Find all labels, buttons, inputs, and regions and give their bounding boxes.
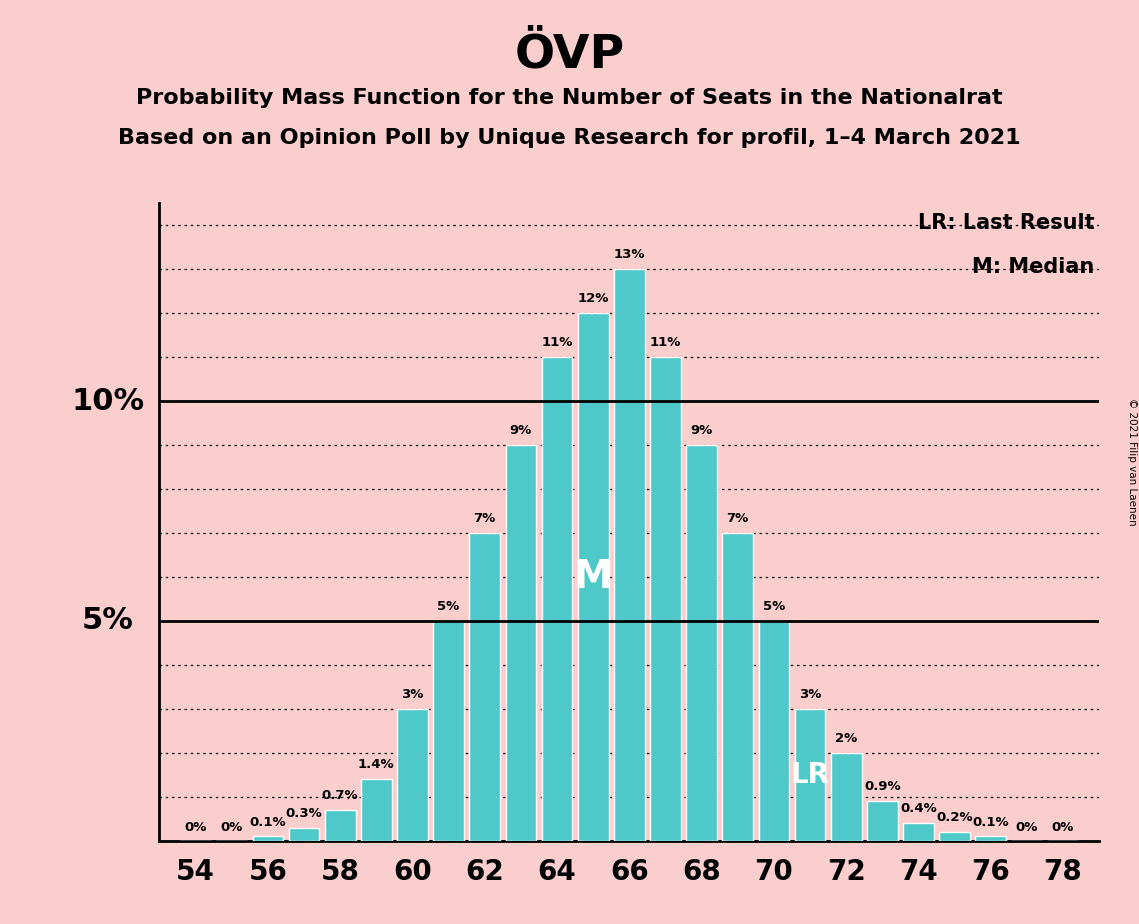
Text: 13%: 13% [614,249,645,261]
Text: 1.4%: 1.4% [358,759,394,772]
Text: ÖVP: ÖVP [515,32,624,78]
Text: 0%: 0% [1051,821,1074,834]
Bar [288,828,319,841]
Text: 5%: 5% [437,600,460,614]
Text: 9%: 9% [510,424,532,437]
Bar [506,445,536,841]
Text: 0.4%: 0.4% [900,802,936,815]
Text: 0.3%: 0.3% [286,807,322,820]
Bar [433,621,464,841]
Text: M: M [574,558,613,596]
Bar [975,836,1006,841]
Bar [325,810,355,841]
Bar [903,823,934,841]
Bar [722,533,753,841]
Bar [686,445,716,841]
Text: 0.1%: 0.1% [973,816,1009,829]
Text: 3%: 3% [401,688,424,701]
Text: Probability Mass Function for the Number of Seats in the Nationalrat: Probability Mass Function for the Number… [137,88,1002,108]
Bar [759,621,789,841]
Bar [867,801,898,841]
Bar [361,779,392,841]
Text: LR: LR [790,760,829,789]
Text: 0%: 0% [221,821,243,834]
Text: © 2021 Filip van Laenen: © 2021 Filip van Laenen [1126,398,1137,526]
Text: 0.1%: 0.1% [249,816,286,829]
Text: 5%: 5% [82,606,133,636]
Bar [469,533,500,841]
Text: 7%: 7% [474,512,495,525]
Text: 9%: 9% [690,424,713,437]
Text: 0%: 0% [185,821,207,834]
Bar [830,753,861,841]
Bar [398,709,428,841]
Text: 0%: 0% [1016,821,1038,834]
Text: 0.2%: 0.2% [936,811,973,824]
Text: 10%: 10% [72,386,145,416]
Text: 12%: 12% [577,292,609,305]
Bar [940,832,970,841]
Bar [614,269,645,841]
Text: 2%: 2% [835,732,858,745]
Text: 0.7%: 0.7% [322,789,359,802]
Text: 11%: 11% [649,336,681,349]
Bar [650,358,681,841]
Bar [253,836,284,841]
Bar [577,313,608,841]
Text: 5%: 5% [763,600,785,614]
Text: 7%: 7% [727,512,748,525]
Text: M: Median: M: Median [973,258,1095,277]
Text: LR: Last Result: LR: Last Result [918,213,1095,233]
Text: Based on an Opinion Poll by Unique Research for profil, 1–4 March 2021: Based on an Opinion Poll by Unique Resea… [118,128,1021,148]
Text: 0.9%: 0.9% [865,781,901,794]
Bar [542,358,573,841]
Bar [795,709,826,841]
Text: 11%: 11% [541,336,573,349]
Text: 3%: 3% [798,688,821,701]
